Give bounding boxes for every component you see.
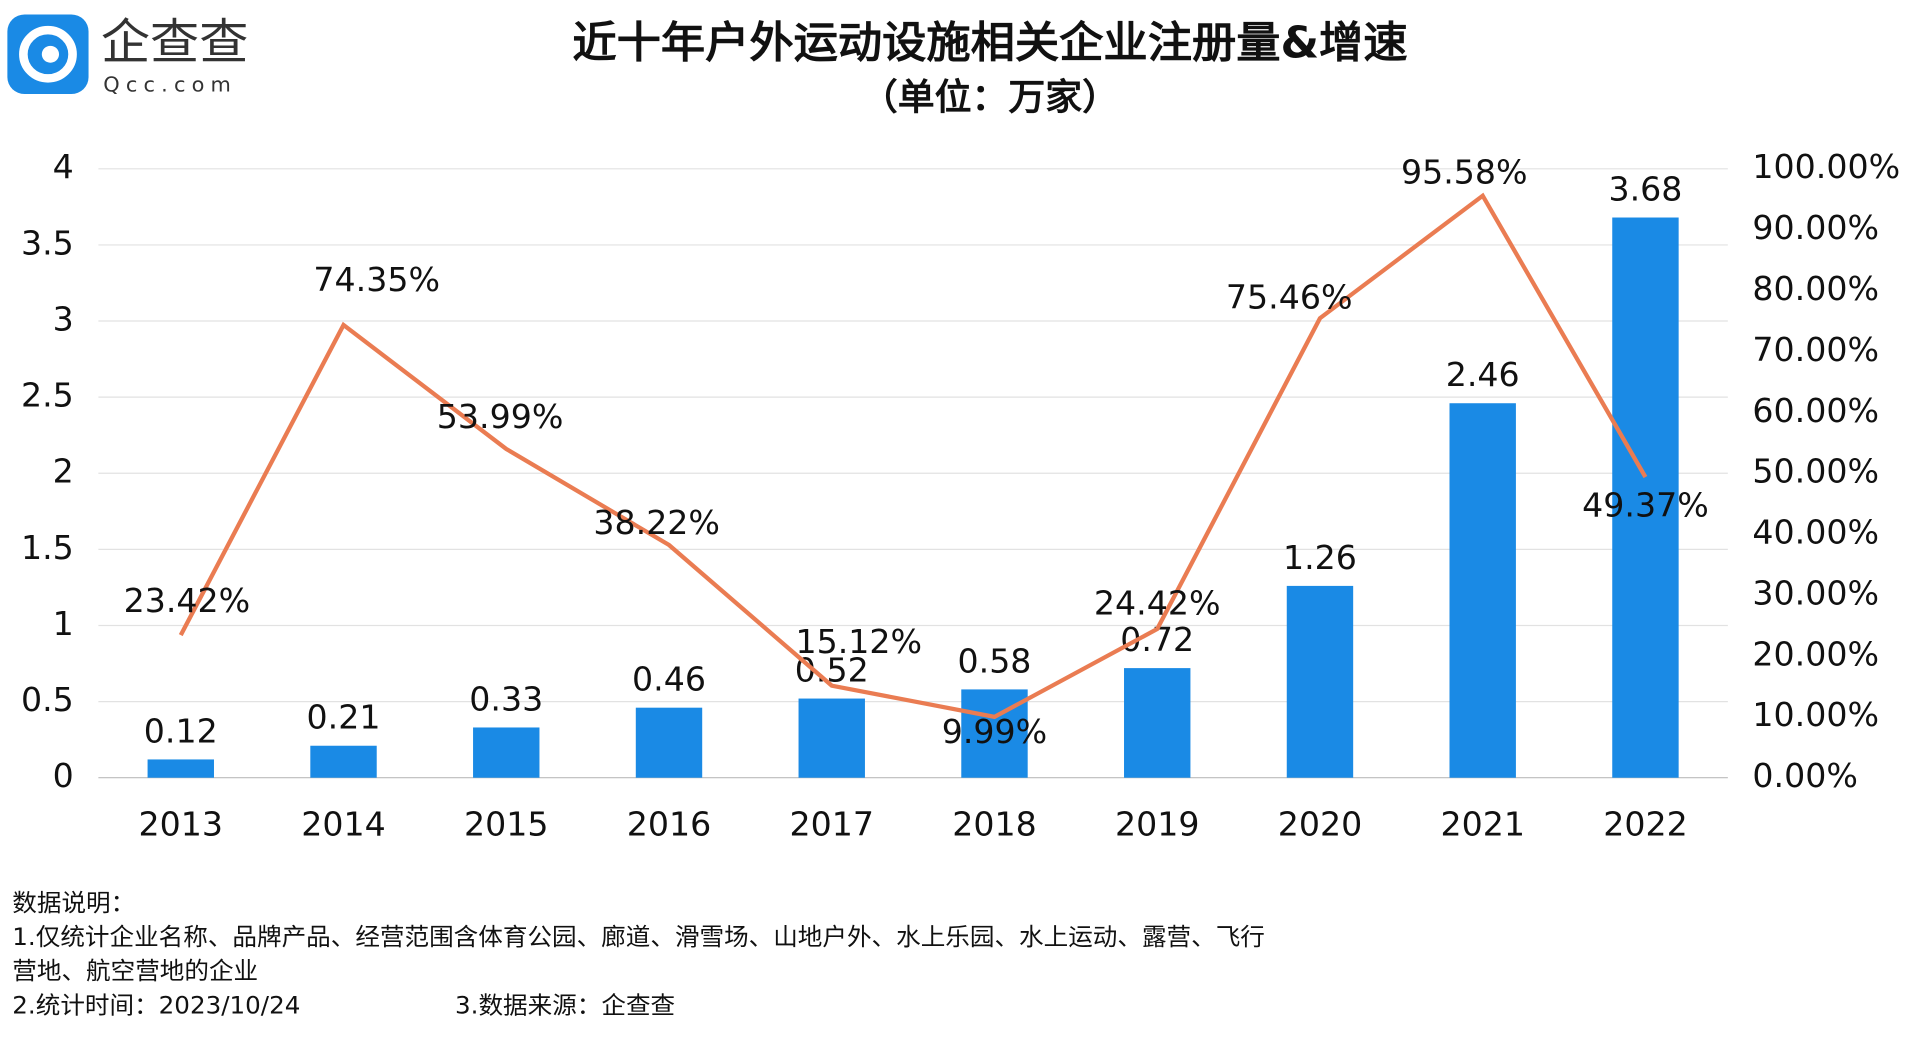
y2-tick-label: 20.00% bbox=[1752, 635, 1879, 674]
note: 3.数据来源：企查查 bbox=[455, 991, 675, 1020]
y-tick-label: 3.5 bbox=[21, 224, 74, 263]
line-value-label: 9.99% bbox=[942, 712, 1047, 751]
y2-tick-label: 80.00% bbox=[1752, 269, 1879, 308]
bar bbox=[147, 759, 214, 778]
x-tick-label: 2020 bbox=[1278, 805, 1362, 844]
chart-subtitle: （单位：万家） bbox=[861, 76, 1119, 119]
bar bbox=[473, 727, 540, 778]
logo-name: 企查查 bbox=[101, 15, 249, 70]
bar-value-label: 0.46 bbox=[632, 660, 706, 699]
bar bbox=[1286, 585, 1354, 778]
bar bbox=[1612, 217, 1679, 778]
bar bbox=[1124, 668, 1191, 778]
bar-value-label: 0.58 bbox=[958, 642, 1032, 681]
y2-tick-label: 90.00% bbox=[1752, 208, 1879, 247]
y2-tick-label: 10.00% bbox=[1752, 696, 1879, 735]
growth-line bbox=[178, 192, 1648, 720]
x-tick-label: 2016 bbox=[627, 805, 711, 844]
y-tick-label: 2.5 bbox=[21, 376, 74, 415]
bar bbox=[1449, 403, 1516, 778]
logo-icon-dot bbox=[41, 45, 60, 63]
y2-tick-label: 30.00% bbox=[1752, 574, 1879, 613]
line-value-label: 15.12% bbox=[796, 622, 923, 661]
x-tick-label: 2018 bbox=[952, 805, 1036, 844]
y2-tick-label: 100.00% bbox=[1752, 148, 1900, 187]
logo-icon-ring bbox=[19, 25, 77, 83]
y2-tick-label: 0.00% bbox=[1752, 756, 1857, 795]
y-tick-label: 0 bbox=[53, 756, 74, 795]
bar-value-label: 1.26 bbox=[1283, 538, 1357, 577]
y-tick-label: 1.5 bbox=[21, 528, 74, 567]
note: 2.统计时间：2023/10/24 bbox=[12, 991, 300, 1020]
y2-tick-label: 50.00% bbox=[1752, 452, 1879, 491]
x-tick-label: 2022 bbox=[1603, 805, 1687, 844]
bar bbox=[635, 707, 703, 778]
line-value-label: 53.99% bbox=[437, 398, 564, 437]
x-tick-label: 2015 bbox=[464, 805, 548, 844]
x-tick-label: 2019 bbox=[1115, 805, 1199, 844]
note: 数据说明： bbox=[12, 888, 135, 917]
logo-url: Qcc.com bbox=[103, 73, 237, 97]
bar-value-label: 3.68 bbox=[1608, 170, 1682, 209]
note: 1.仅统计企业名称、品牌产品、经营范围含体育公园、廊道、滑雪场、山地户外、水上乐… bbox=[12, 922, 1265, 951]
bar-value-label: 0.21 bbox=[307, 698, 381, 737]
line-value-label: 38.22% bbox=[593, 503, 720, 542]
y-tick-label: 1 bbox=[53, 604, 74, 643]
x-tick-label: 2013 bbox=[139, 805, 223, 844]
y2-tick-label: 60.00% bbox=[1752, 391, 1879, 430]
bar-value-label: 0.12 bbox=[144, 712, 218, 751]
line-value-label: 49.37% bbox=[1582, 486, 1709, 525]
note: 营地、航空营地的企业 bbox=[12, 956, 258, 985]
x-tick-label: 2021 bbox=[1440, 805, 1524, 844]
bar bbox=[310, 745, 377, 778]
line-value-label: 74.35% bbox=[313, 260, 440, 299]
x-tick-label: 2014 bbox=[301, 805, 385, 844]
line-value-label: 95.58% bbox=[1401, 153, 1528, 192]
line-value-label: 23.42% bbox=[124, 581, 251, 620]
chart-title: 近十年户外运动设施相关企业注册量&增速 bbox=[572, 18, 1407, 68]
x-tick-label: 2017 bbox=[789, 805, 873, 844]
line-value-label: 24.42% bbox=[1094, 584, 1221, 623]
line-value-label: 75.46% bbox=[1226, 278, 1353, 317]
y2-tick-label: 40.00% bbox=[1752, 513, 1879, 552]
y-tick-label: 0.5 bbox=[21, 680, 74, 719]
bar-value-label: 2.46 bbox=[1446, 355, 1520, 394]
bar bbox=[798, 698, 865, 778]
bar-value-label: 0.33 bbox=[469, 680, 543, 719]
y-tick-label: 2 bbox=[53, 452, 74, 491]
y2-tick-label: 70.00% bbox=[1752, 330, 1879, 369]
y-tick-label: 4 bbox=[53, 148, 74, 187]
y-tick-label: 3 bbox=[53, 300, 74, 339]
